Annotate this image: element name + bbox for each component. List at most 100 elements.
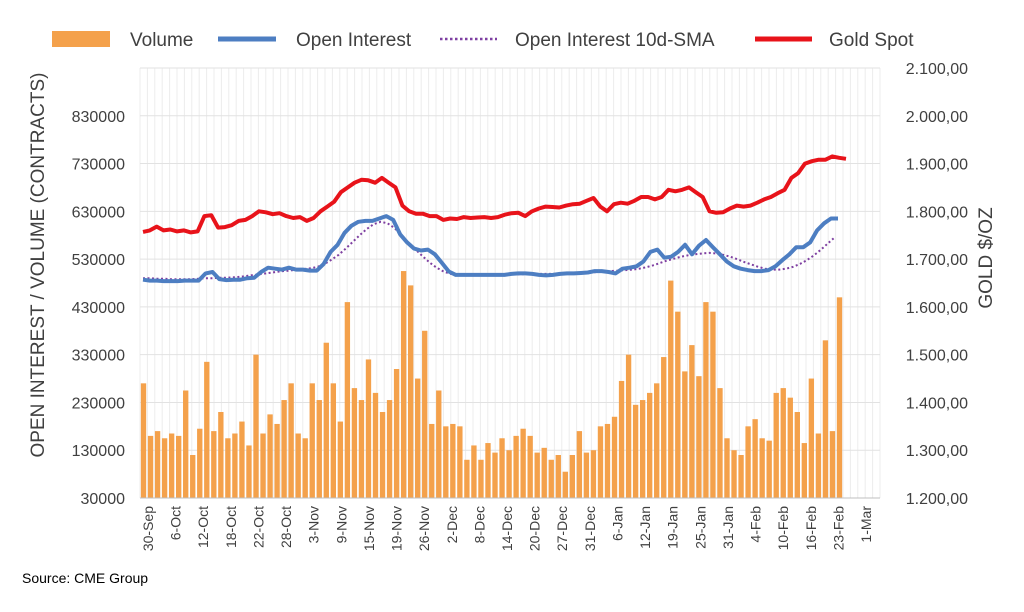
volume-bar <box>590 450 597 498</box>
volume-bar <box>365 359 372 498</box>
x-tick-label: 3-Nov <box>306 506 322 543</box>
legend-label-open-interest: Open Interest <box>296 30 412 51</box>
volume-bar <box>232 433 238 498</box>
source-note: Source: CME Group <box>22 570 148 586</box>
volume-bar <box>429 423 435 498</box>
volume-bar <box>400 271 407 498</box>
volume-bar <box>175 435 182 498</box>
volume-bar <box>604 423 611 498</box>
volume-bar <box>246 445 252 498</box>
volume-bar <box>253 354 259 498</box>
volume-bar <box>168 433 175 498</box>
volume-bar <box>639 400 646 498</box>
left-tick-label: 30000 <box>81 491 126 508</box>
volume-bar <box>386 400 393 498</box>
left-tick-label: 430000 <box>72 300 125 317</box>
volume-bar <box>267 414 273 498</box>
volume-bar <box>140 383 147 498</box>
volume-bar <box>548 459 554 498</box>
volume-bar <box>407 285 414 498</box>
legend-item-oi-sma: Open Interest 10d-SMA <box>440 30 715 51</box>
right-tick-label: 1.700,00 <box>906 252 968 269</box>
volume-bar <box>801 443 808 498</box>
volume-bar <box>682 371 688 498</box>
volume-bar <box>689 345 695 498</box>
left-tick-label: 230000 <box>72 395 125 412</box>
volume-bar <box>555 455 561 498</box>
x-tick-label: 19-Nov <box>389 506 405 551</box>
volume-bar <box>815 433 822 498</box>
volume-bar <box>541 447 547 498</box>
x-tick-label: 12-Oct <box>195 506 211 548</box>
volume-bar <box>647 392 653 498</box>
volume-bar <box>632 404 639 498</box>
volume-bar <box>696 376 702 498</box>
x-tick-label: 22-Oct <box>251 506 267 548</box>
volume-bar <box>597 426 604 498</box>
volume-bar <box>534 452 540 498</box>
volume-bar <box>569 455 576 498</box>
volume-bar <box>752 419 758 498</box>
volume-bar <box>239 421 245 498</box>
series-lines <box>142 154 847 284</box>
x-tick-label: 19-Jan <box>665 506 681 549</box>
volume-bar <box>372 392 379 498</box>
volume-bar <box>766 440 772 498</box>
volume-bar <box>808 378 815 498</box>
right-tick-label: 1.900,00 <box>906 157 968 174</box>
right-axis-title: GOLD $/OZ <box>976 207 997 309</box>
volume-bar <box>794 412 800 498</box>
volume-bar <box>190 455 196 498</box>
legend-label-oi-sma: Open Interest 10d-SMA <box>515 30 715 51</box>
volume-bar <box>218 412 224 498</box>
volume-bar <box>457 426 463 498</box>
volume-bar <box>485 443 491 498</box>
volume-bar <box>358 400 365 498</box>
volume-bar <box>822 340 829 498</box>
legend-label-gold-spot: Gold Spot <box>829 30 914 51</box>
gridlines <box>139 67 881 499</box>
x-tick-label: 8-Dec <box>471 506 487 543</box>
volume-bar <box>492 452 498 498</box>
volume-bar <box>197 428 203 498</box>
volume-bar <box>211 431 217 498</box>
x-tick-label: 30-Sep <box>140 506 156 551</box>
volume-bar <box>710 311 716 498</box>
right-tick-label: 2.100,00 <box>906 61 968 78</box>
legend-swatch-volume <box>52 31 110 47</box>
volume-bar <box>204 361 210 498</box>
volume-bar <box>183 390 189 498</box>
right-tick-label: 1.400,00 <box>906 395 968 412</box>
volume-bar <box>330 383 336 498</box>
legend-item-open-interest: Open Interest <box>218 30 412 51</box>
volume-bar <box>506 450 512 498</box>
volume-bar <box>478 459 484 498</box>
volume-bar <box>295 433 301 498</box>
volume-bar <box>379 412 386 498</box>
x-tick-label: 4-Feb <box>748 506 764 543</box>
right-axis-ticks: 2.100,00 2.000,00 1.900,00 1.800,00 1.700,00… <box>906 61 968 508</box>
volume-bar <box>302 438 308 498</box>
volume-bar <box>703 302 709 498</box>
left-tick-label: 330000 <box>72 348 125 365</box>
volume-bar <box>422 330 428 498</box>
legend-item-volume: Volume <box>52 30 193 51</box>
volume-bar <box>464 459 470 498</box>
volume-bar <box>738 455 744 498</box>
volume-bar <box>393 369 400 498</box>
volume-bar <box>513 435 519 498</box>
x-tick-label: 20-Dec <box>527 506 543 551</box>
volume-bar <box>836 297 843 498</box>
volume-bar <box>281 400 287 498</box>
x-tick-label: 1-Mar <box>858 506 874 543</box>
volume-bar <box>520 428 526 498</box>
left-axis-title: OPEN INTEREST / VOLUME (CONTRACTS) <box>28 73 49 458</box>
volume-bars <box>140 271 843 498</box>
x-tick-label: 26-Nov <box>416 506 432 551</box>
legend: Volume Open Interest Open Interest 10d-S… <box>52 30 914 51</box>
volume-bar <box>161 438 168 498</box>
x-tick-label: 2-Dec <box>444 506 460 543</box>
volume-bar <box>724 438 730 498</box>
gold-spot-line <box>142 154 847 235</box>
